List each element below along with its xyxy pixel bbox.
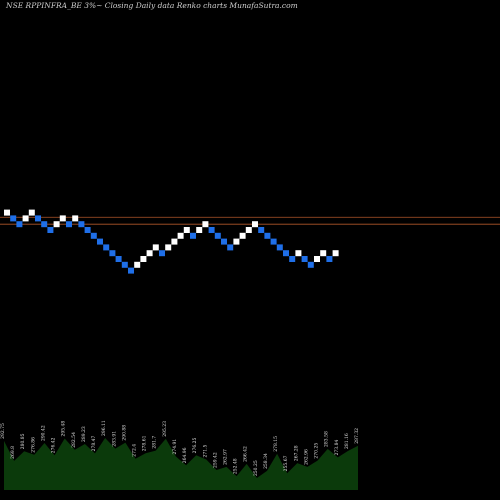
renko-brick	[41, 221, 48, 228]
volume-label: 258.34	[263, 453, 269, 469]
volume-label: 264.96	[182, 447, 188, 463]
renko-brick	[270, 238, 277, 245]
renko-brick	[196, 227, 203, 233]
renko-brick	[66, 221, 72, 228]
renko-brick	[214, 232, 221, 239]
renko-brick	[103, 244, 110, 251]
renko-brick	[90, 232, 97, 239]
renko-brick	[47, 227, 54, 233]
renko-brick	[289, 256, 296, 262]
renko-brick	[10, 215, 17, 222]
volume-label: 282.54	[71, 432, 77, 448]
volume-area-path	[4, 438, 358, 490]
renko-brick	[208, 227, 215, 233]
renko-brick	[109, 250, 116, 257]
renko-brick	[35, 215, 41, 222]
volume-label: 289.23	[81, 426, 87, 442]
chart-title: NSE RPPINFRA_BE 3%~ Closing Daily data R…	[6, 1, 298, 10]
volume-label: 295.23	[162, 421, 168, 437]
renko-brick	[221, 238, 227, 245]
volume-label: 278.47	[91, 435, 97, 451]
volume-label: 259.42	[212, 452, 218, 468]
renko-brick	[97, 238, 103, 245]
renko-brick	[16, 221, 23, 228]
renko-brick	[264, 232, 271, 239]
renko-brick	[320, 250, 327, 257]
volume-label: 280.85	[20, 433, 26, 449]
renko-brick	[301, 256, 308, 262]
renko-brick	[177, 232, 184, 239]
renko-brick	[22, 215, 29, 222]
volume-label: 274.91	[172, 439, 178, 455]
volume-labels: 292.75 269.8 280.85 276.86 290.42 276.42 295.4…	[0, 420, 360, 476]
renko-brick	[72, 215, 79, 222]
renko-brick	[227, 244, 234, 251]
volume-label: 278.15	[273, 436, 279, 452]
renko-brick	[159, 250, 165, 257]
volume-label: 290.88	[121, 425, 127, 441]
renko-brick	[53, 221, 60, 228]
volume-label: 296.11	[101, 420, 107, 436]
renko-brick	[190, 232, 196, 239]
volume-label: 271.5	[202, 444, 208, 457]
renko-brick	[283, 250, 289, 257]
renko-brick	[239, 232, 246, 239]
renko-brick	[78, 221, 85, 228]
renko-brick	[332, 250, 339, 257]
renko-brick	[314, 256, 320, 262]
renko-brick	[152, 244, 159, 251]
volume-label: 281.16	[344, 433, 350, 449]
renko-brick	[233, 238, 240, 245]
volume-label: 270.25	[313, 443, 319, 459]
renko-brick	[245, 227, 252, 233]
volume-label: 276.86	[30, 437, 36, 453]
volume-label: 262.97	[223, 449, 229, 465]
volume-label: 267.28	[293, 445, 299, 461]
volume-label: 262.96	[303, 449, 309, 465]
volume-label: 283.91	[111, 431, 117, 447]
renko-brick	[183, 227, 190, 233]
volume-label: 250.25	[253, 460, 259, 476]
renko-brick	[134, 261, 141, 268]
volume-label: 295.48	[61, 421, 67, 437]
volume-label: 269.8	[10, 446, 16, 459]
renko-brick	[171, 238, 178, 245]
volume-label: 278.61	[142, 435, 148, 451]
volume-label: 283.58	[324, 431, 330, 447]
renko-brick	[59, 215, 66, 222]
volume-label: 287.32	[354, 428, 360, 444]
volume-label: 290.42	[40, 425, 46, 441]
renko-brick	[326, 256, 333, 262]
renko-brick	[28, 209, 35, 216]
volume-label: 292.75	[0, 423, 6, 439]
renko-brick	[115, 256, 122, 262]
renko-brick	[140, 256, 147, 262]
volume-label: 281.7	[152, 436, 158, 449]
renko-brick	[146, 250, 153, 257]
volume-label: 255.67	[283, 455, 289, 471]
renko-brick	[295, 250, 302, 257]
renko-brick	[252, 221, 258, 228]
volume-label: 272.4	[131, 444, 137, 457]
renko-brick	[4, 209, 10, 216]
volume-area	[4, 438, 358, 490]
renko-brick	[84, 227, 91, 233]
volume-label: 266.42	[243, 446, 249, 462]
renko-brick	[165, 244, 172, 251]
renko-brick	[258, 227, 265, 233]
renko-bricks	[4, 209, 339, 274]
renko-brick	[276, 244, 283, 251]
renko-brick	[128, 267, 134, 274]
volume-label: 273.84	[334, 440, 340, 456]
volume-label: 276.25	[192, 437, 198, 453]
volume-label: 276.42	[51, 437, 57, 453]
renko-brick	[202, 221, 209, 228]
renko-brick	[307, 261, 314, 268]
volume-label: 252.48	[233, 458, 239, 474]
renko-brick	[121, 261, 128, 268]
